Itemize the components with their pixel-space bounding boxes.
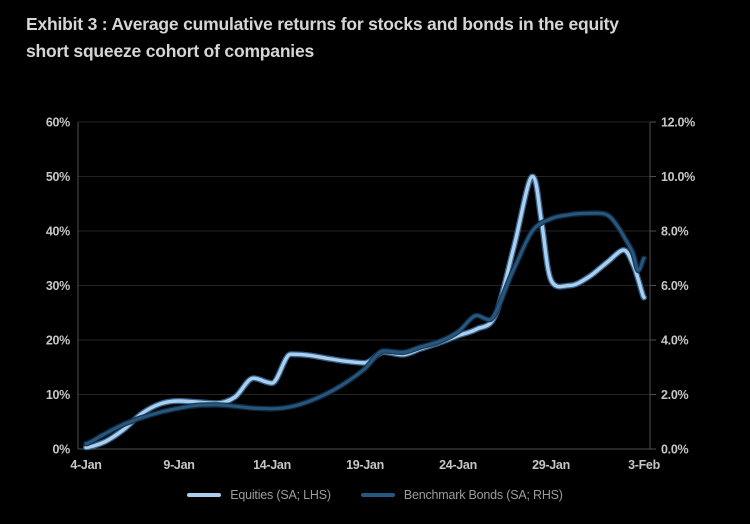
legend-label-equities: Equities (SA; LHS): [230, 488, 331, 502]
x-axis-tick-label: 19-Jan: [346, 458, 384, 472]
series-bonds: [83, 210, 647, 447]
left-axis-tick-label: 10%: [46, 388, 70, 402]
chart-legend: Equities (SA; LHS) Benchmark Bonds (SA; …: [0, 488, 750, 502]
bonds-line-swatch: [360, 493, 395, 497]
exhibit-title-line2: short squeeze cohort of companies: [26, 40, 315, 61]
left-axis-tick-label: 0%: [53, 443, 71, 457]
x-axis-tick-label: 29-Jan: [532, 458, 570, 472]
left-axis-tick-label: 50%: [46, 170, 70, 184]
axis-labels: 0% 10% 20% 30% 40% 50% 60% 0.0% 2.0% 4.0% 6.0% 8.0%…: [46, 116, 696, 473]
x-axis-tick-label: 9-Jan: [163, 458, 194, 472]
exhibit-title-line1: Exhibit 3 : Average cumulative returns f…: [26, 14, 619, 34]
legend-label-bonds: Benchmark Bonds (SA; RHS): [403, 488, 563, 502]
exhibit-title: Exhibit 3 : Average cumulative returns f…: [26, 11, 738, 64]
right-axis-tick-label: 10.0%: [661, 170, 695, 184]
series-line: [84, 211, 646, 446]
x-axis-tick-label: 4-Jan: [70, 458, 101, 472]
x-axis-tick-label: 24-Jan: [439, 458, 477, 472]
x-axis-tick-label: 14-Jan: [253, 458, 291, 472]
right-axis-tick-label: 8.0%: [661, 225, 688, 239]
left-axis-tick-label: 40%: [46, 225, 70, 239]
right-axis-tick-label: 2.0%: [661, 388, 688, 402]
legend-item-equities: Equities (SA; LHS): [187, 488, 331, 502]
left-axis-tick-label: 30%: [46, 279, 70, 293]
right-axis-tick-label: 6.0%: [661, 279, 688, 293]
legend-item-bonds: Benchmark Bonds (SA; RHS): [360, 488, 563, 502]
right-axis-tick-label: 0.0%: [661, 443, 688, 457]
axes: [77, 121, 656, 450]
x-axis-tick-label: 3-Feb: [628, 458, 661, 472]
equities-line-swatch: [187, 493, 222, 497]
left-axis-tick-label: 60%: [46, 116, 70, 130]
right-axis-tick-label: 4.0%: [661, 334, 688, 348]
right-axis-tick-label: 12.0%: [661, 116, 695, 130]
left-axis-tick-label: 20%: [46, 334, 70, 348]
gridlines: [78, 121, 650, 450]
